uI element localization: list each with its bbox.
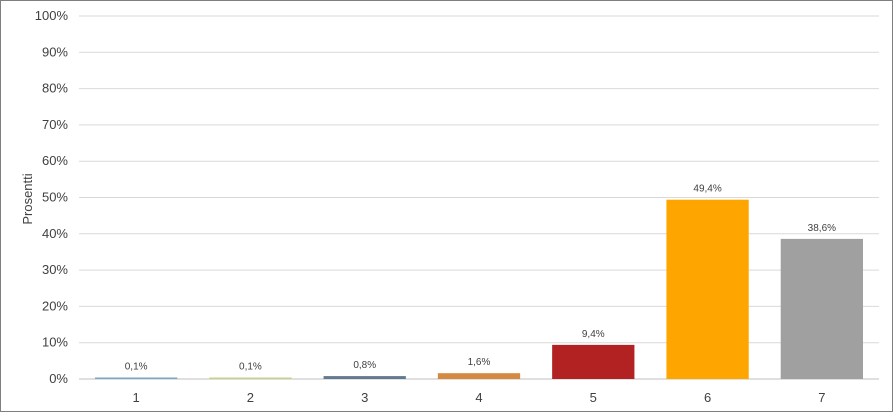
y-axis-ticks: 0% 10% 20% 30% 40% 50% 60% 70% 80% 90% 100%	[35, 8, 69, 386]
x-tick-label: 1	[133, 390, 140, 405]
y-axis-label: Prosentti	[20, 173, 35, 224]
data-label: 38,6%	[808, 223, 836, 234]
y-tick-label: 100%	[35, 8, 69, 23]
y-tick-label: 70%	[42, 117, 68, 132]
data-labels: 0,1% 0,1% 0,8% 1,6% 9,4% 49,4% 38,6%	[125, 184, 836, 373]
bar-7	[780, 238, 863, 379]
data-label: 0,8%	[353, 360, 376, 371]
y-tick-label: 60%	[42, 153, 68, 168]
y-tick-label: 90%	[42, 44, 68, 59]
data-label: 0,1%	[125, 362, 148, 373]
x-tick-label: 2	[247, 390, 254, 405]
y-tick-label: 10%	[42, 335, 68, 350]
x-tick-label: 6	[704, 390, 711, 405]
y-tick-label: 30%	[42, 262, 68, 277]
y-tick-label: 0%	[49, 371, 68, 386]
x-axis-ticks: 1 2 3 4 5 6 7	[133, 390, 826, 405]
y-tick-label: 40%	[42, 226, 68, 241]
data-label: 9,4%	[582, 329, 605, 340]
bar-3	[323, 376, 406, 379]
gridlines	[79, 15, 879, 380]
y-tick-label: 20%	[42, 298, 68, 313]
data-label: 1,6%	[468, 357, 491, 368]
bar-6	[666, 199, 749, 379]
bar-1	[95, 377, 178, 379]
x-tick-label: 5	[590, 390, 597, 405]
data-label: 49,4%	[693, 184, 721, 195]
bar-4	[437, 373, 521, 379]
bar-2	[209, 377, 292, 379]
bars	[95, 199, 863, 379]
x-tick-label: 7	[818, 390, 825, 405]
x-tick-label: 3	[361, 390, 368, 405]
y-tick-label: 80%	[42, 81, 68, 96]
y-tick-label: 50%	[42, 190, 68, 205]
x-tick-label: 4	[475, 390, 482, 405]
bar-5	[552, 344, 635, 379]
data-label: 0,1%	[239, 362, 262, 373]
